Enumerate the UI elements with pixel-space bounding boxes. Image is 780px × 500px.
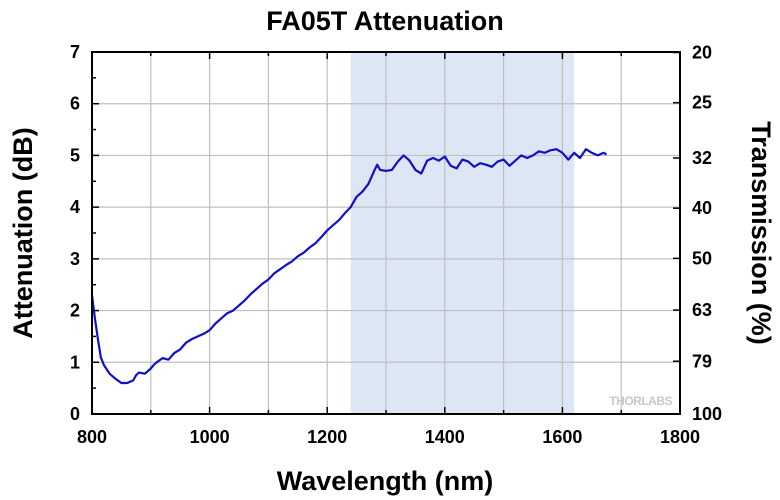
y2-tick-label: 100 (692, 404, 722, 424)
tick-marks (91, 51, 681, 415)
y-tick-label: 6 (70, 94, 80, 114)
shaded-band (350, 52, 575, 414)
x-tick-label: 1000 (190, 427, 230, 447)
x-tick-label: 1400 (425, 427, 465, 447)
attenuation-series-line (90, 148, 608, 385)
y2-tick-label: 40 (692, 198, 712, 218)
x-tick-label: 1800 (660, 427, 700, 447)
y-tick-label: 0 (70, 404, 80, 424)
gridlines (92, 52, 680, 414)
y-tick-label: 2 (70, 301, 80, 321)
y2-tick-label: 79 (692, 351, 712, 371)
shaded-band-layer (350, 52, 575, 414)
y-tick-labels: 0 1 2 3 4 5 6 7 (70, 42, 80, 424)
y2-axis-title: Transmission (%) (746, 121, 776, 345)
x-tick-label: 1200 (307, 427, 347, 447)
y2-tick-label: 63 (692, 300, 712, 320)
series-layer (90, 148, 608, 385)
x-tick-labels: 800 1000 1200 1400 1600 1800 (77, 427, 700, 447)
y-tick-label: 7 (70, 42, 80, 62)
y2-tick-label: 50 (692, 248, 712, 268)
y-tick-label: 4 (70, 197, 80, 217)
y-tick-label: 1 (70, 352, 80, 372)
x-tick-label: 1600 (542, 427, 582, 447)
x-tick-label: 800 (77, 427, 107, 447)
x-axis-title: Wavelength (nm) (277, 466, 494, 496)
y2-tick-label: 25 (692, 93, 712, 113)
y-tick-label: 3 (70, 249, 80, 269)
y-axis-title: Attenuation (dB) (8, 127, 38, 338)
y2-tick-label: 32 (692, 148, 712, 168)
y-tick-label: 5 (70, 145, 80, 165)
chart-title: FA05T Attenuation (266, 6, 504, 36)
y2-tick-label: 20 (692, 43, 712, 63)
thorlabs-watermark: THORLABS (609, 394, 672, 408)
y2-tick-labels: 100 79 63 50 40 32 25 20 (692, 43, 722, 424)
